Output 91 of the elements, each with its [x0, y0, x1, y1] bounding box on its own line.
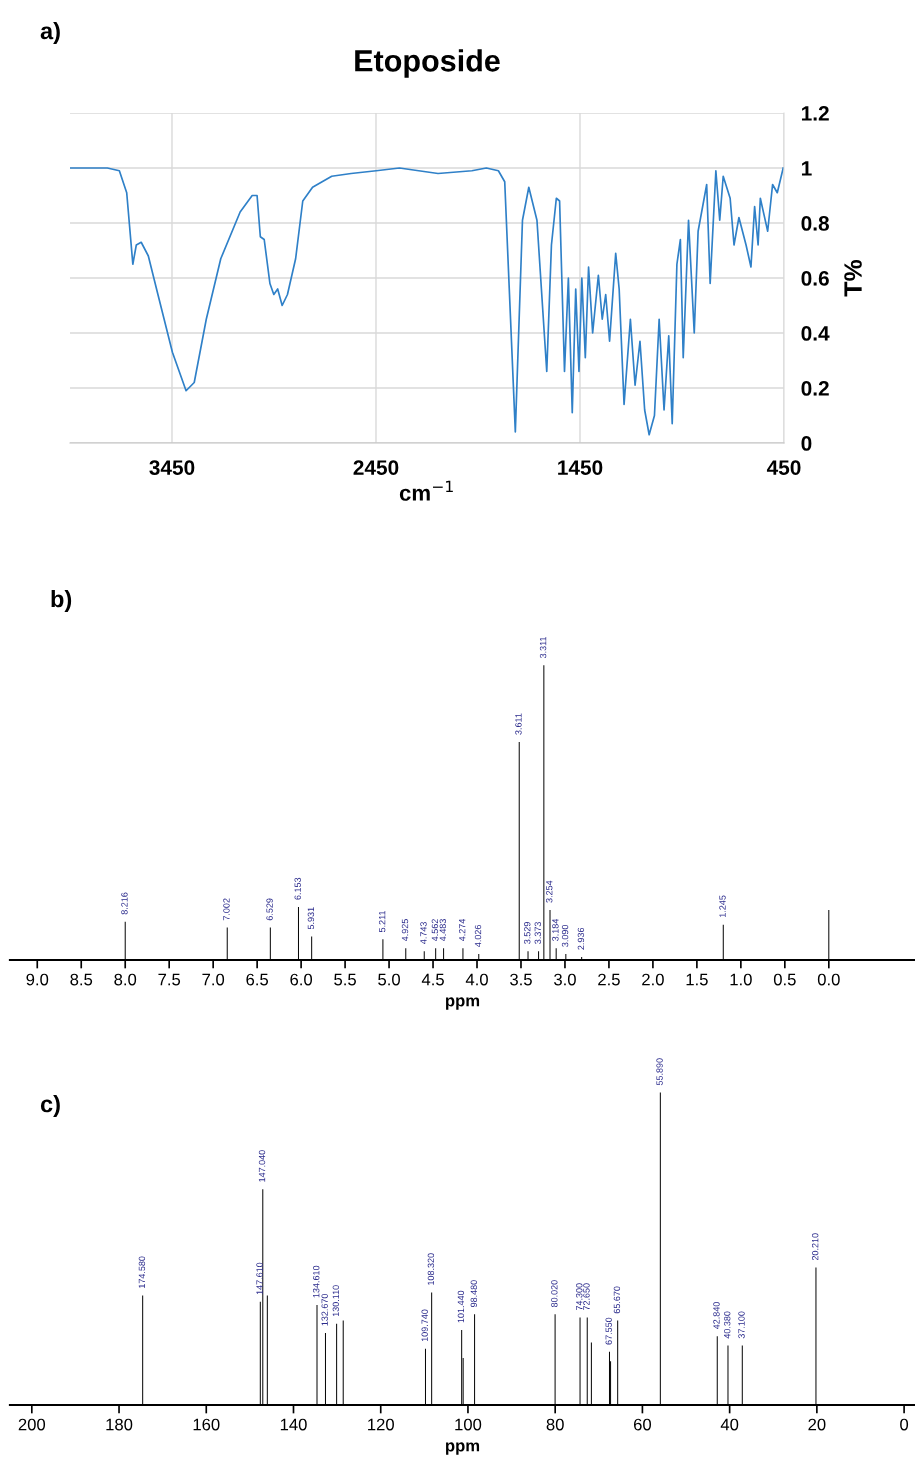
annotation: 98.480: [470, 1280, 477, 1308]
annotation: 3.311: [539, 636, 547, 659]
x-tick-label: 0.5: [773, 973, 796, 986]
x-axis-title: ppm: [446, 997, 480, 1010]
annotation: 37.100: [738, 1311, 745, 1339]
annotation: 67.550: [605, 1317, 612, 1345]
x-tick-label: 7.0: [202, 973, 225, 986]
x-tick-label: 80: [546, 1418, 564, 1431]
annotation: 6.153: [294, 877, 301, 900]
annotation: c): [40, 1095, 60, 1118]
annotation: 65.670: [613, 1286, 621, 1314]
annotation: 3.184: [552, 918, 559, 941]
annotation: 130.110: [332, 1285, 340, 1317]
x-tick-label: 180: [106, 1418, 133, 1431]
annotation: 40.380: [724, 1311, 731, 1339]
annotation: 2.936: [577, 927, 585, 950]
annotation: 101.440: [457, 1290, 465, 1323]
x-tick-label: 2.0: [642, 973, 664, 986]
y-tick-label: 1: [801, 161, 812, 176]
annotation: 3.090: [561, 924, 569, 947]
x-tick-label: 200: [18, 1418, 46, 1431]
annotation: 3.254: [546, 880, 553, 903]
annotation: 74.300: [576, 1283, 583, 1311]
x-tick-label: 40: [720, 1418, 739, 1431]
x-tick-label: 4.0: [465, 973, 488, 986]
annotation: 1.245: [719, 895, 726, 918]
y-tick-label: 0.6: [801, 271, 829, 286]
annotation: 4.483: [439, 919, 447, 942]
x-tick-label: 1.5: [686, 973, 708, 986]
x-tick-label: 20: [808, 1418, 826, 1431]
x-axis-title: ppm: [446, 1442, 480, 1455]
y-tick-label: 1.2: [801, 106, 829, 121]
annotation: 4.274: [458, 918, 466, 942]
y-tick-label: 0.4: [801, 326, 830, 341]
x-tick-label: 8.0: [114, 973, 137, 986]
x-tick-label: 6.5: [246, 973, 269, 986]
x-tick-label: 7.5: [158, 973, 181, 986]
x-tick-label: 4.5: [421, 973, 444, 986]
annotation: 4.562: [431, 919, 439, 942]
y-tick-label: 0: [801, 436, 812, 451]
annotation: 147.040: [258, 1150, 266, 1182]
annotation: 4.743: [420, 922, 427, 945]
x-tick-label: 5.5: [334, 973, 356, 986]
annotation: 42.840: [713, 1302, 720, 1330]
annotation: 4.026: [474, 924, 482, 947]
x-tick-label: 140: [280, 1418, 307, 1431]
x-tick-label: 1450: [558, 460, 603, 475]
x-axis-title: cm$^{−1}$: [399, 480, 453, 501]
annotation: 3.611: [515, 713, 522, 735]
annotation: 134.610: [313, 1265, 320, 1298]
x-tick-label: 1.0: [730, 973, 752, 986]
x-tick-label: 160: [193, 1418, 220, 1431]
annotation: 174.580: [138, 1256, 146, 1288]
x-tick-label: 2450: [353, 460, 399, 475]
x-tick-label: 120: [368, 1418, 394, 1431]
annotation: 8.216: [121, 892, 128, 915]
line-series: [70, 167, 784, 436]
x-tick-label: 450: [766, 460, 801, 475]
x-tick-label: 100: [455, 1418, 482, 1431]
annotation: 109.740: [421, 1309, 428, 1342]
annotation: 7.002: [223, 898, 230, 921]
annotation: 72.650: [583, 1283, 590, 1311]
x-tick-label: 3.0: [554, 973, 576, 986]
annotation: 4.925: [401, 919, 409, 942]
x-tick-label: 3450: [149, 460, 195, 475]
annotation: 55.890: [656, 1058, 663, 1086]
annotation: 5.931: [307, 907, 315, 930]
annotation: 3.373: [534, 922, 541, 944]
annotation: 108.320: [427, 1253, 435, 1285]
annotation: 147.610: [256, 1262, 263, 1295]
annotation: 80.020: [551, 1280, 558, 1308]
x-tick-label: 9.0: [26, 973, 49, 986]
text: b): [51, 590, 72, 613]
x-tick-label: 6.0: [290, 973, 313, 986]
y-axis-title: T%: [844, 259, 862, 297]
x-tick-label: 3.5: [510, 973, 532, 986]
annotation: 132.670: [321, 1293, 328, 1326]
annotation: 20.210: [811, 1233, 819, 1261]
y-tick-label: 0.2: [801, 381, 829, 396]
x-tick-label: 0: [900, 1418, 909, 1431]
x-tick-label: 2.5: [598, 973, 620, 986]
x-tick-label: 0.0: [817, 973, 840, 986]
annotation: 6.529: [266, 898, 273, 921]
annotation: 5.211: [378, 910, 386, 933]
x-tick-label: 8.5: [70, 973, 93, 986]
text: a): [40, 22, 60, 45]
y-tick-label: 0.8: [801, 216, 829, 231]
annotation: 3.529: [524, 922, 531, 944]
x-tick-label: 60: [633, 1418, 652, 1431]
x-tick-label: 5.0: [378, 973, 400, 986]
chart-title: Etoposide: [355, 49, 500, 78]
